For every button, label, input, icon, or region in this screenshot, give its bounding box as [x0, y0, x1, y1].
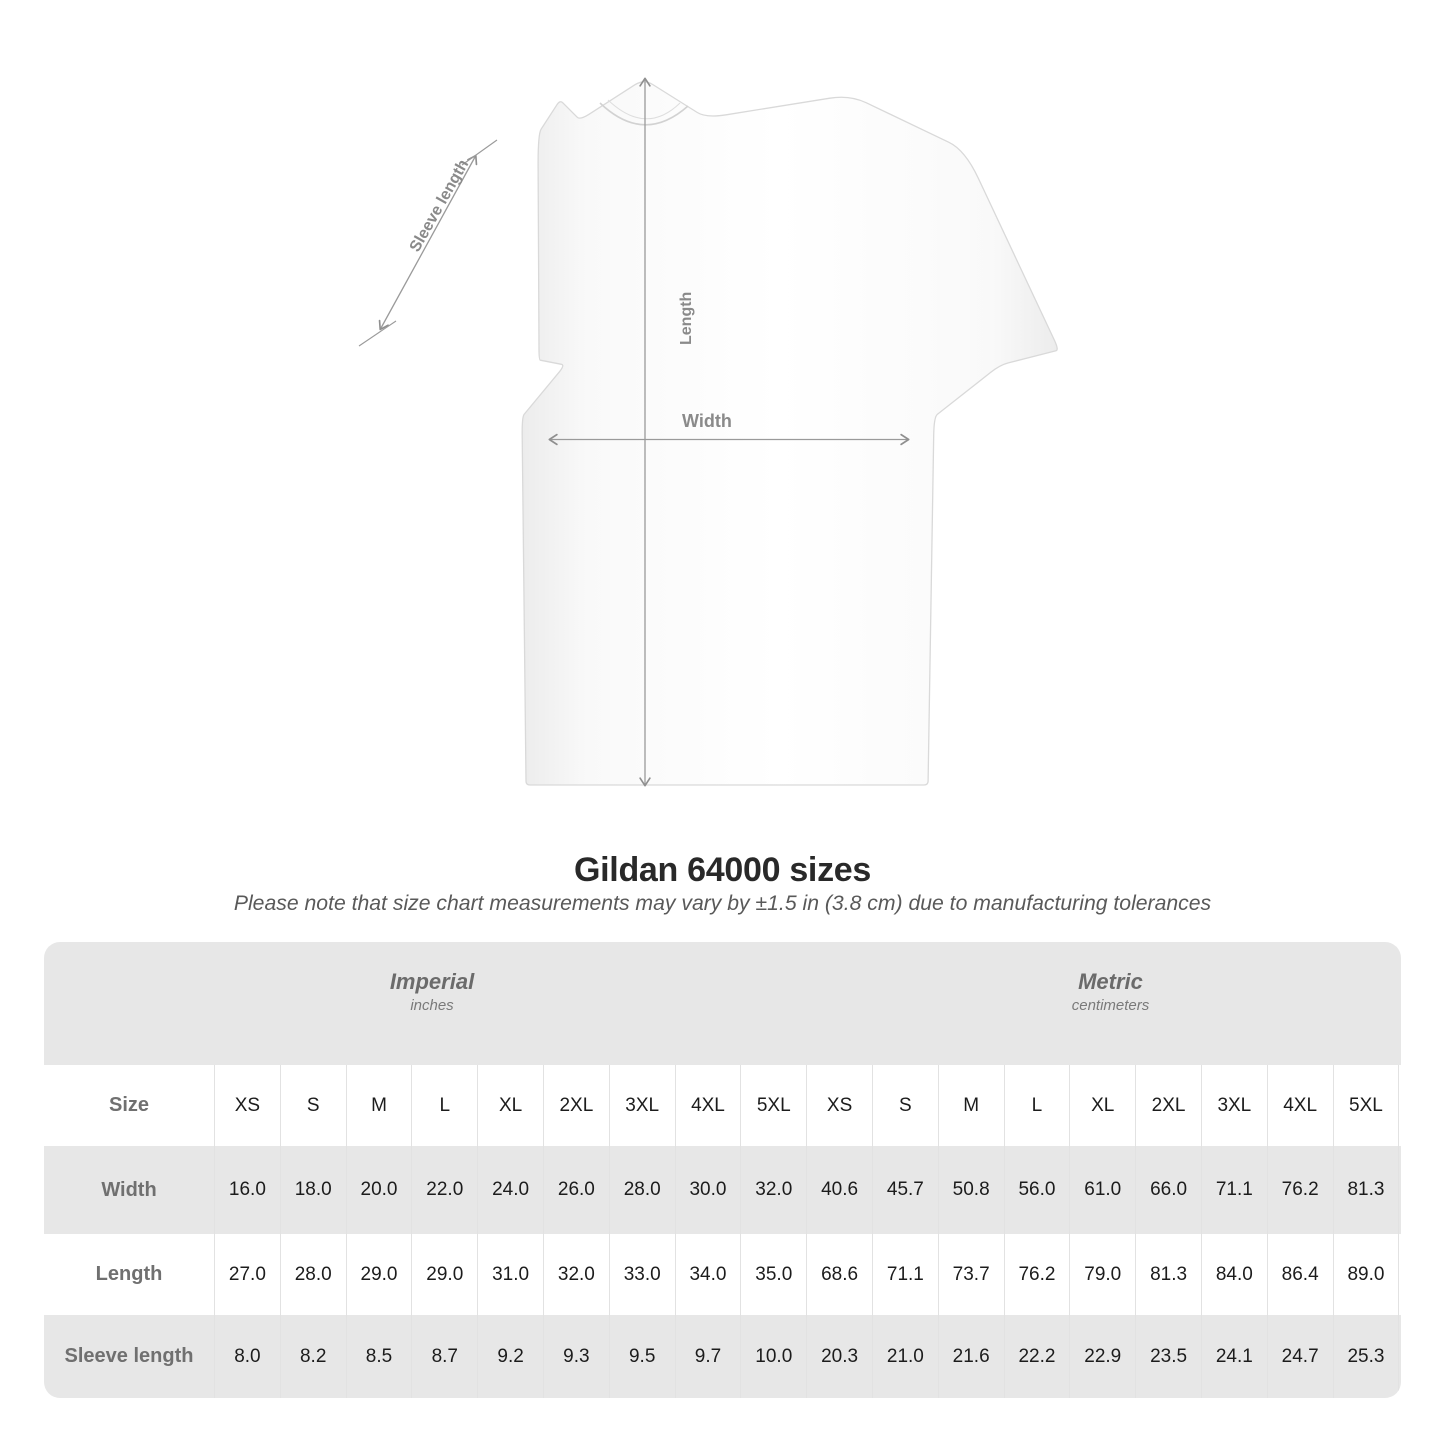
- svg-text:Width: Width: [682, 411, 732, 431]
- svg-text:Sleeve length: Sleeve length: [407, 157, 473, 255]
- svg-text:Length: Length: [678, 292, 695, 345]
